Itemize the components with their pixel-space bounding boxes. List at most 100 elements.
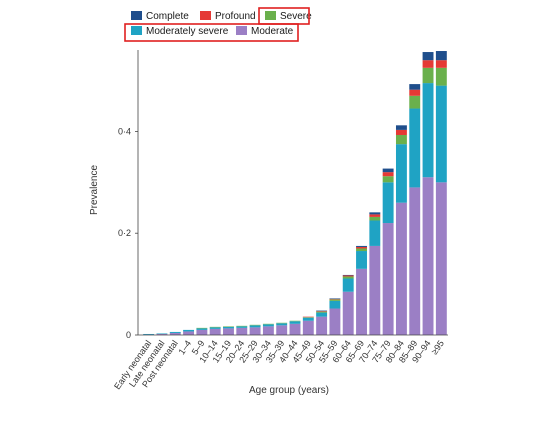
bar-segment-moderate: [249, 327, 261, 335]
bar-segment-moderate: [382, 223, 394, 335]
bar-segment-severe: [369, 216, 381, 221]
bar-segment-severe: [316, 311, 328, 313]
bar-segment-complete: [435, 51, 447, 61]
x-axis-label: Age group (years): [249, 385, 329, 396]
plot-area: [143, 51, 447, 335]
bar-segment-moderately-severe: [249, 325, 261, 328]
bar-segment-moderate: [223, 328, 234, 335]
legend: Complete Profound Severe Moderately severe M…: [124, 7, 312, 42]
bar-segment-moderately-severe: [302, 317, 314, 321]
bar-segment-moderate: [276, 325, 288, 335]
bar-segment-moderately-severe: [316, 312, 328, 317]
bar-segment-moderate: [409, 187, 421, 335]
bar-segment-complete: [329, 298, 341, 299]
x-tick-label: ≥95: [429, 338, 446, 356]
bar-segment-severe: [435, 67, 447, 86]
bar-segment-profound: [356, 246, 367, 249]
bar-segment-moderate: [395, 202, 407, 335]
bar-segment-severe: [302, 317, 314, 318]
x-tick-label: 1–4: [176, 338, 193, 356]
legend-label-moderate: Moderate: [251, 26, 294, 37]
bar-segment-moderately-severe: [236, 326, 248, 328]
bar-segment-moderate: [183, 331, 195, 335]
bar-segment-moderate: [316, 316, 328, 335]
bar-segment-moderately-severe: [223, 326, 234, 329]
legend-swatch-complete: [131, 11, 142, 20]
legend-label-profound: Profound: [215, 11, 256, 22]
bar-segment-complete: [395, 125, 407, 130]
bar-segment-severe: [409, 95, 421, 109]
bar-segment-moderate: [356, 268, 367, 335]
bar-segment-moderately-severe: [395, 144, 407, 203]
bar-segment-severe: [223, 326, 234, 327]
bar-segment-moderate: [422, 177, 434, 335]
bar-segment-moderate: [196, 329, 208, 335]
bar-segment-moderately-severe: [156, 333, 168, 334]
bar-segment-severe: [422, 67, 434, 84]
bar-segment-moderately-severe: [262, 324, 274, 327]
bar-segment-moderate: [169, 332, 181, 335]
bar-segment-severe: [236, 325, 248, 327]
bar-segment-moderately-severe: [196, 328, 208, 330]
bar-segment-profound: [395, 129, 407, 135]
bar-segment-profound: [302, 316, 314, 318]
legend-label-complete: Complete: [146, 11, 189, 22]
bar-segment-profound: [422, 60, 434, 68]
bar-segment-moderately-severe: [209, 327, 221, 329]
bar-segment-complete: [342, 274, 354, 276]
bar-segment-moderate: [369, 245, 381, 335]
y-tick-label: 0·4: [118, 126, 131, 136]
bar-segment-moderate: [289, 323, 301, 335]
bar-segment-moderately-severe: [435, 85, 447, 183]
bar-segment-moderately-severe: [409, 108, 421, 188]
bar-segment-complete: [316, 310, 328, 312]
bar-segment-moderately-severe: [169, 331, 181, 333]
bar-segment-moderately-severe: [143, 333, 155, 335]
legend-swatch-moderately-severe: [131, 26, 142, 35]
bar-segment-severe: [196, 327, 208, 329]
y-tick-label: 0·2: [118, 228, 131, 238]
bar-segment-complete: [382, 168, 394, 173]
bar-segment-complete: [369, 212, 381, 215]
legend-swatch-severe: [265, 11, 276, 20]
legend-highlight-box: [124, 23, 299, 42]
bar-segment-severe: [276, 322, 288, 324]
bar-segment-complete: [422, 52, 434, 61]
bar-segment-moderately-severe: [382, 182, 394, 224]
legend-label-moderately-severe: Moderately severe: [146, 26, 229, 37]
bar-segment-moderately-severe: [369, 220, 381, 246]
bar-segment-profound: [342, 275, 354, 277]
bar-segment-profound: [382, 172, 394, 177]
bar-segment-moderate: [236, 327, 248, 335]
y-tick-label: 0: [126, 330, 131, 340]
bar-segment-moderately-severe: [276, 323, 288, 326]
bar-segment-severe: [342, 276, 354, 279]
bar-segment-severe: [209, 326, 221, 328]
bar-segment-moderate: [302, 320, 314, 335]
bar-segment-complete: [356, 245, 367, 247]
bar-segment-moderate: [435, 182, 447, 335]
legend-swatch-moderate: [236, 26, 247, 35]
bar-segment-severe: [356, 248, 367, 252]
bar-segment-moderate: [156, 333, 168, 335]
bar-segment-severe: [382, 176, 394, 183]
bar-segment-profound: [329, 298, 341, 300]
bar-segment-moderately-severe: [342, 278, 354, 292]
bar-segment-moderately-severe: [329, 300, 341, 309]
bar-segment-moderately-severe: [422, 83, 434, 178]
legend-swatch-profound: [200, 11, 211, 20]
bar-segment-moderate: [209, 328, 221, 335]
bar-segment-severe: [395, 134, 407, 145]
y-axis-label: Prevalence: [89, 165, 100, 215]
bar-segment-severe: [329, 299, 341, 301]
bar-segment-profound: [409, 89, 421, 96]
bar-segment-severe: [249, 324, 261, 326]
bar-segment-moderate: [342, 291, 354, 335]
bar-segment-moderately-severe: [356, 251, 367, 269]
bar-segment-moderately-severe: [289, 321, 301, 324]
bar-segment-profound: [369, 214, 381, 217]
bar-segment-severe: [289, 320, 301, 322]
bar-segment-moderately-severe: [183, 329, 195, 332]
bar-segment-complete: [409, 84, 421, 90]
